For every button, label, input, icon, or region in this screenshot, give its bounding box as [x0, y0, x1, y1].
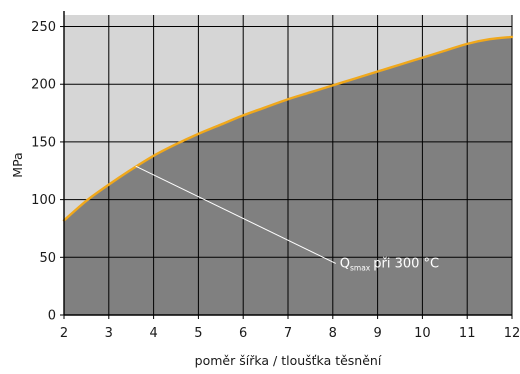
x-tick-label: 6	[239, 326, 247, 341]
axis-layer	[60, 11, 513, 319]
x-tick-label: 9	[373, 326, 381, 341]
x-tick-label: 4	[149, 326, 157, 341]
x-tick-label: 8	[329, 326, 337, 341]
x-tick-label: 11	[459, 326, 476, 341]
y-tick-label: 100	[31, 193, 56, 208]
annotation-subscript: smax	[350, 263, 371, 272]
y-axis-title: MPa	[10, 152, 25, 177]
x-tick-label: 7	[284, 326, 292, 341]
y-tick-label: 50	[39, 251, 56, 266]
x-axis-title: poměr šířka / tloušťka těsnění	[195, 353, 382, 368]
y-tick-label: 250	[31, 20, 56, 35]
x-tick-label: 3	[105, 326, 113, 341]
grid-layer	[64, 15, 513, 315]
x-tick-label: 5	[194, 326, 202, 341]
y-tick-label: 0	[48, 309, 56, 324]
x-tick-label: 2	[60, 326, 68, 341]
annotation-layer: Qsmax při 300 °C	[135, 165, 439, 272]
annotation-main: Q	[340, 256, 350, 271]
x-tick-label: 12	[504, 326, 520, 341]
annotation-rest: při 300 °C	[373, 256, 439, 271]
y-tick-label: 200	[31, 78, 56, 93]
annotation-label: Qsmax při 300 °C	[340, 256, 439, 272]
series-curve	[62, 35, 514, 222]
annotation-leader-line	[135, 165, 336, 264]
curve-layer	[62, 35, 514, 222]
x-tick-label: 10	[414, 326, 431, 341]
tick-label-layer: 2 3 4 5 6 7 8 9 10 11 12 0 50 100 150 200 250	[31, 20, 520, 341]
y-tick-label: 150	[31, 135, 56, 150]
